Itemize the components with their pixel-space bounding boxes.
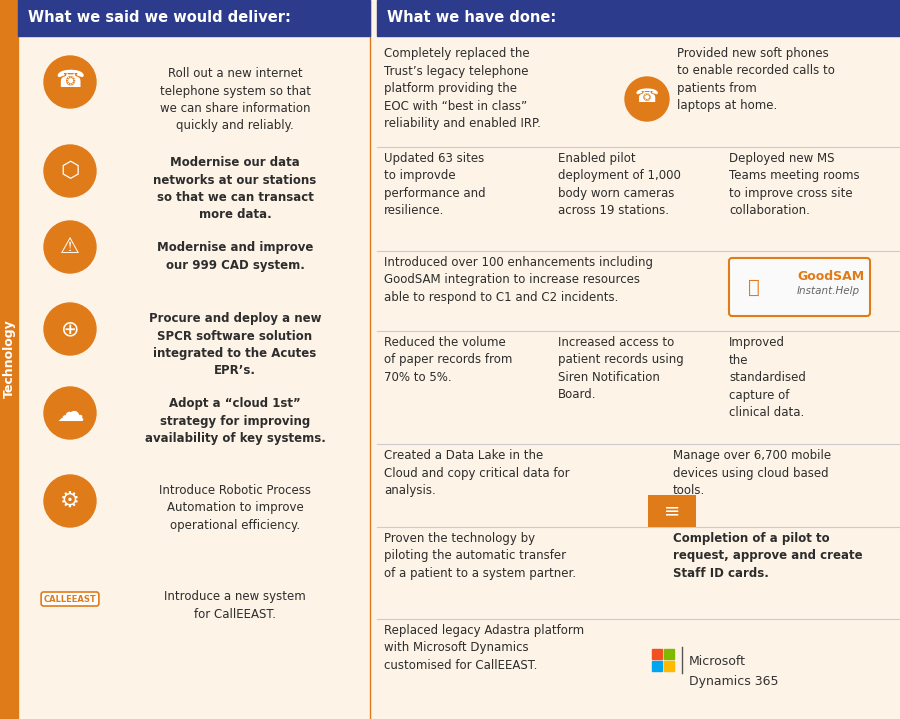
Text: ⚠: ⚠ — [60, 237, 80, 257]
Circle shape — [44, 475, 96, 527]
Text: Deployed new MS
Teams meeting rooms
to improve cross site
collaboration.: Deployed new MS Teams meeting rooms to i… — [729, 152, 859, 218]
Circle shape — [625, 77, 669, 121]
Text: Reduced the volume
of paper records from
70% to 5%.: Reduced the volume of paper records from… — [384, 336, 512, 384]
Text: Modernise our data
networks at our stations
so that we can transact
more data.: Modernise our data networks at our stati… — [153, 156, 317, 221]
Text: Proven the technology by
piloting the automatic transfer
of a patient to a syste: Proven the technology by piloting the au… — [384, 532, 576, 580]
Text: Manage over 6,700 mobile
devices using cloud based
tools.: Manage over 6,700 mobile devices using c… — [672, 449, 831, 497]
Text: Created a Data Lake in the
Cloud and copy critical data for
analysis.: Created a Data Lake in the Cloud and cop… — [384, 449, 570, 497]
Text: Updated 63 sites
to improvde
performance and
resilience.: Updated 63 sites to improvde performance… — [384, 152, 486, 218]
Text: Improved
the
standardised
capture of
clinical data.: Improved the standardised capture of cli… — [729, 336, 806, 419]
Text: ⊕: ⊕ — [60, 319, 79, 339]
Text: Replaced legacy Adastra platform
with Microsoft Dynamics
customised for CallEEAS: Replaced legacy Adastra platform with Mi… — [384, 624, 584, 672]
Bar — [652, 661, 662, 671]
Text: Microsoft: Microsoft — [689, 655, 746, 668]
Text: ⬡: ⬡ — [60, 161, 80, 181]
Text: ☎: ☎ — [634, 88, 659, 106]
Text: ☎: ☎ — [55, 68, 85, 92]
Text: What we have done:: What we have done: — [387, 11, 556, 25]
Bar — [652, 649, 662, 659]
Bar — [0, 0, 18, 719]
Text: Introduce Robotic Process
Automation to improve
operational efficiency.: Introduce Robotic Process Automation to … — [159, 484, 311, 532]
FancyBboxPatch shape — [729, 258, 870, 316]
Text: Procure and deploy a new
SPCR software solution
integrated to the Acutes
EPR’s.: Procure and deploy a new SPCR software s… — [148, 312, 321, 377]
Text: 🏃: 🏃 — [748, 278, 760, 296]
Text: Introduce a new system
for CallEEAST.: Introduce a new system for CallEEAST. — [164, 590, 306, 620]
Text: GoodSAM: GoodSAM — [797, 270, 864, 283]
Text: Completion of a pilot to
request, approve and create
Staff ID cards.: Completion of a pilot to request, approv… — [672, 532, 862, 580]
Circle shape — [44, 221, 96, 273]
Text: Completely replaced the
Trust’s legacy telephone
platform providing the
EOC with: Completely replaced the Trust’s legacy t… — [384, 47, 541, 130]
Text: ≡: ≡ — [664, 501, 680, 521]
Text: What we said we would deliver:: What we said we would deliver: — [28, 11, 291, 25]
Text: Introduced over 100 enhancements including
GoodSAM integration to increase resou: Introduced over 100 enhancements includi… — [384, 256, 653, 304]
Text: Instant.Help: Instant.Help — [797, 286, 860, 296]
Text: Roll out a new internet
telephone system so that
we can share information
quickl: Roll out a new internet telephone system… — [159, 67, 310, 132]
Bar — [664, 661, 674, 671]
Text: Dynamics 365: Dynamics 365 — [689, 675, 778, 688]
Text: Provided new soft phones
to enable recorded calls to
patients from
laptops at ho: Provided new soft phones to enable recor… — [677, 47, 835, 112]
Bar — [18, 0, 370, 36]
Circle shape — [44, 303, 96, 355]
Text: Increased access to
patient records using
Siren Notification
Board.: Increased access to patient records usin… — [558, 336, 684, 401]
Circle shape — [44, 56, 96, 108]
Bar — [664, 649, 674, 659]
Text: Modernise and improve
our 999 CAD system.: Modernise and improve our 999 CAD system… — [157, 241, 313, 272]
Text: Technology: Technology — [3, 320, 15, 398]
Text: Adopt a “cloud 1st”
strategy for improving
availability of key systems.: Adopt a “cloud 1st” strategy for improvi… — [145, 397, 326, 445]
Text: CALLEEAST: CALLEEAST — [43, 595, 96, 603]
Circle shape — [44, 387, 96, 439]
Text: Enabled pilot
deployment of 1,000
body worn cameras
across 19 stations.: Enabled pilot deployment of 1,000 body w… — [558, 152, 681, 218]
Bar — [377, 0, 900, 36]
Circle shape — [44, 145, 96, 197]
Text: ☁: ☁ — [56, 399, 84, 427]
Bar — [648, 495, 696, 527]
Text: ⚙: ⚙ — [60, 491, 80, 511]
